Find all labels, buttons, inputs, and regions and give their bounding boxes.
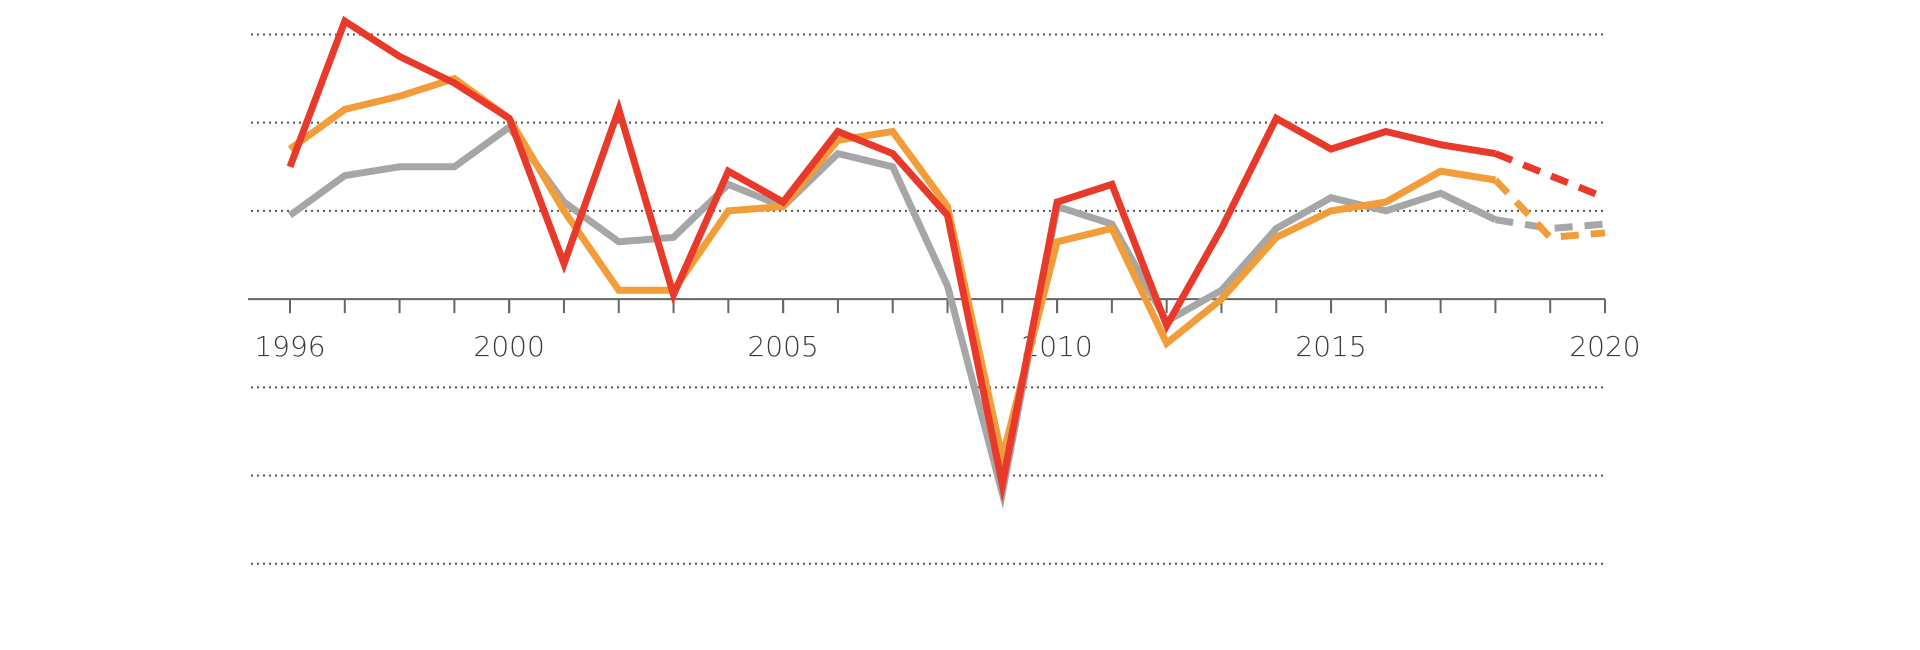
series-line-projected [1494,216,1606,233]
x-tick-label: 2020 [1569,330,1640,363]
series-line [287,122,1497,509]
x-tick-label: 2005 [747,330,818,363]
x-tick-label: 2015 [1295,330,1366,363]
series-line [286,15,1496,503]
series-line-projected [1494,150,1607,201]
x-tick-label: 2000 [474,330,545,363]
series-line [287,74,1496,474]
x-tick-label: 1996 [254,330,325,363]
